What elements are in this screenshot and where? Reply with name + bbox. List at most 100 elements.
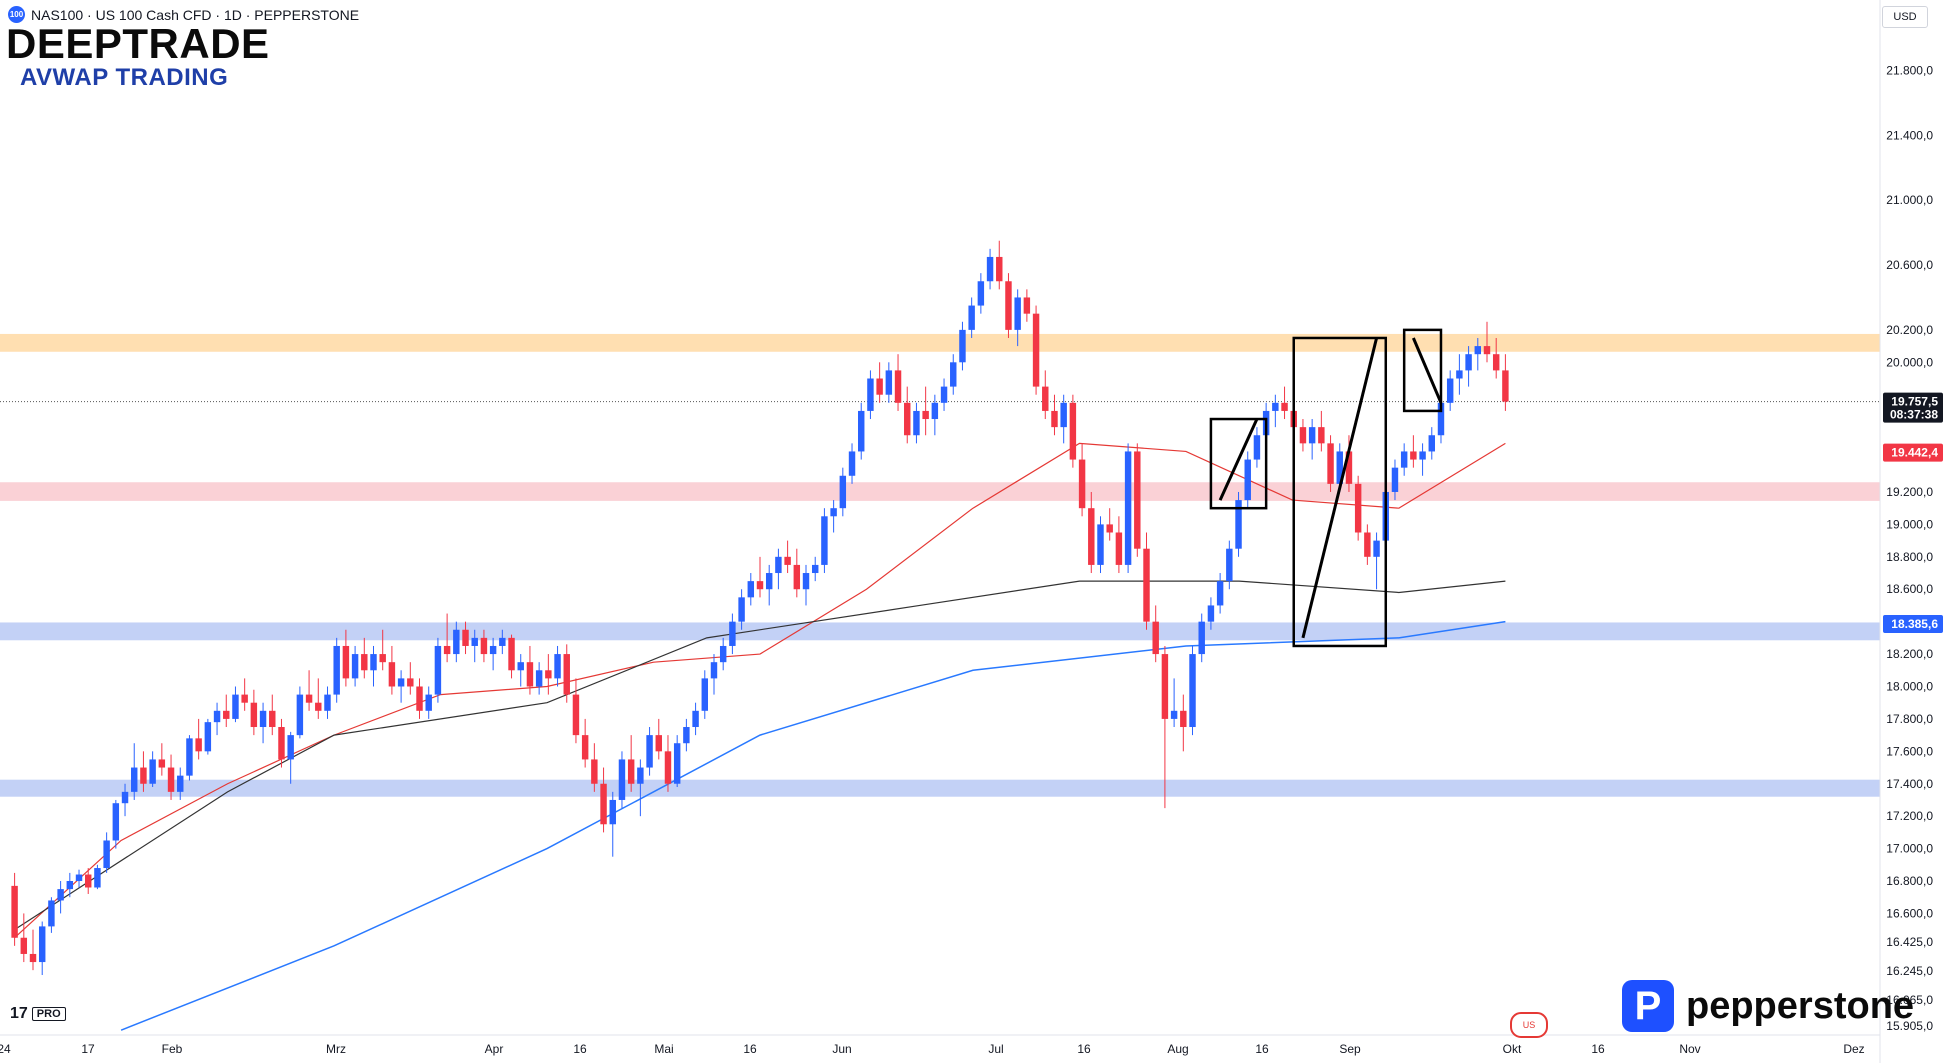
candle — [443, 613, 451, 663]
candle — [563, 644, 570, 703]
time-axis[interactable]: 24 17 Feb Mrz Apr 16 Mai 16 Jun Jul 16 Aug 16 Sep Okt 1… — [0, 1034, 1880, 1056]
fast-ema-line — [14, 442, 1506, 939]
tradingview-logo[interactable]: 17 PRO — [10, 1005, 66, 1023]
candle-body — [563, 654, 570, 695]
candle — [1005, 273, 1012, 338]
candle-body — [673, 743, 681, 784]
candle-body — [517, 662, 524, 671]
price-axis[interactable]: 21.800,0 21.400,0 21.000,0 20.600,0 20.200,0… — [1879, 0, 1943, 1063]
candle — [526, 645, 534, 695]
candle-body — [1428, 435, 1435, 452]
price-tick-label: 18.600,0 — [1886, 582, 1933, 596]
time-tick-label: Sep — [1339, 1042, 1361, 1056]
candle-body — [103, 840, 110, 869]
candle — [1400, 443, 1408, 476]
candle-body — [1235, 500, 1242, 549]
candle-body — [913, 410, 920, 436]
candle — [333, 637, 340, 703]
candle — [195, 718, 202, 760]
candle — [48, 897, 55, 933]
price-tick-label: 21.400,0 — [1886, 128, 1933, 142]
candle — [922, 386, 929, 436]
time-tick-label: 16 — [1255, 1042, 1269, 1056]
us-flag-icon[interactable]: US — [1510, 1012, 1548, 1038]
candle — [11, 872, 18, 946]
candle-body — [140, 767, 147, 784]
candle — [453, 621, 460, 663]
candle-body — [379, 654, 386, 663]
candle — [480, 629, 488, 663]
candle — [149, 751, 156, 787]
candle — [821, 508, 828, 574]
candle — [756, 556, 764, 598]
candle-body — [802, 573, 810, 590]
candle-body — [655, 735, 662, 752]
candle — [287, 731, 294, 784]
candle — [784, 540, 791, 574]
candle — [1124, 443, 1132, 574]
candle-body — [793, 564, 801, 590]
candle-body — [1032, 313, 1040, 387]
candle — [811, 556, 819, 582]
price-tick-label: 16.065,0 — [1886, 993, 1933, 1007]
candle-body — [1014, 297, 1021, 330]
candle-body — [600, 783, 607, 825]
candle — [637, 759, 644, 817]
candle — [1198, 613, 1205, 663]
candle-body — [1446, 378, 1454, 403]
candle — [379, 629, 386, 671]
candle-body — [397, 678, 405, 687]
symbol-header[interactable]: 100 NAS100 · US 100 Cash CFD · 1D · PEPP… — [8, 6, 359, 23]
candle-body — [1088, 508, 1095, 565]
candle-body — [1327, 443, 1334, 484]
candle-body — [1124, 451, 1132, 565]
candle-body — [1170, 710, 1178, 719]
symbol-title[interactable]: NAS100 · US 100 Cash CFD · 1D · PEPPERST… — [31, 6, 360, 23]
candle — [894, 354, 902, 411]
candle-body — [959, 329, 966, 363]
candle — [1189, 645, 1196, 736]
price-label-1: 19.442,4 — [1891, 446, 1938, 460]
candle-body — [57, 889, 64, 901]
candle-body — [1097, 524, 1104, 565]
candle-body — [1502, 370, 1509, 402]
candle — [591, 743, 598, 792]
candle — [462, 621, 469, 655]
candle-body — [1474, 346, 1482, 355]
candle — [664, 735, 672, 792]
candle — [232, 686, 239, 723]
candle-body — [811, 564, 819, 574]
candle-body — [158, 759, 166, 768]
candle-body — [250, 702, 258, 728]
annotation-arrow-1 — [1301, 337, 1379, 639]
candle-body — [876, 378, 883, 395]
candle-body — [1152, 621, 1159, 655]
candle-body — [315, 702, 322, 711]
candle — [1216, 573, 1224, 614]
candle-body — [977, 281, 985, 306]
candle-body — [462, 629, 469, 646]
candle — [1354, 475, 1362, 541]
candle — [1152, 605, 1159, 663]
candle — [85, 868, 92, 894]
candle-body — [710, 662, 718, 679]
brand-subtitle: AVWAP TRADING — [20, 64, 229, 91]
candle-body — [75, 874, 83, 882]
currency-button[interactable]: USD — [1882, 6, 1928, 28]
candle-body — [333, 645, 340, 695]
candle — [618, 751, 626, 809]
candle — [1483, 321, 1491, 363]
candle-body — [775, 556, 782, 574]
candle — [1097, 516, 1104, 574]
candle — [167, 754, 175, 800]
candle — [1023, 289, 1031, 322]
candle-body — [1281, 402, 1288, 411]
brand-title: DEEPTRADE — [6, 20, 270, 67]
candle-body — [1051, 410, 1058, 428]
candle — [839, 467, 847, 517]
symbol-icon: 100 — [8, 6, 25, 23]
candle-body — [996, 256, 1003, 282]
zone-blue-3 — [0, 779, 1880, 797]
price-tick-label: 16.245,0 — [1886, 964, 1933, 978]
